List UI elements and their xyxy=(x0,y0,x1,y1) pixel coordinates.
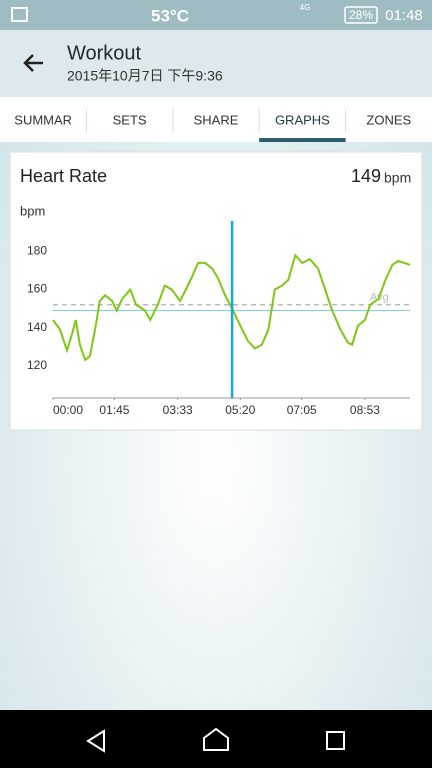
temperature: 53°C xyxy=(151,6,189,25)
tab[interactable]: SHARE xyxy=(194,112,239,127)
tab-indicator xyxy=(259,138,346,142)
status-bar xyxy=(0,0,432,30)
x-tick-label: 05:20 xyxy=(225,403,255,417)
tab-bar xyxy=(0,97,432,142)
nav-back[interactable] xyxy=(86,729,105,753)
card-title: Heart Rate xyxy=(20,166,107,186)
header-title: Workout xyxy=(67,42,142,64)
tab[interactable]: SETS xyxy=(113,112,147,127)
nav-recent[interactable] xyxy=(326,731,345,750)
card-unit: bpm xyxy=(384,170,411,186)
y-tick-label: 180 xyxy=(27,244,47,258)
tab[interactable]: SUMMAR xyxy=(14,112,72,127)
card-value: 149 xyxy=(351,166,381,186)
x-tick-label: 01:45 xyxy=(99,403,129,417)
y-tick-label: 160 xyxy=(27,282,47,296)
app-bar xyxy=(0,30,432,97)
y-tick-label: 120 xyxy=(27,358,47,372)
x-tick-label: 08:53 xyxy=(350,403,380,417)
card xyxy=(9,151,423,431)
nav-home[interactable] xyxy=(203,727,229,751)
battery-icon xyxy=(344,6,378,24)
image-icon xyxy=(11,7,28,22)
y-tick-label: 140 xyxy=(27,320,47,334)
battery: 28% xyxy=(349,8,373,22)
tab[interactable]: ZONES xyxy=(366,112,411,127)
x-tick-label: 03:33 xyxy=(163,403,193,417)
nav-bar xyxy=(0,710,432,768)
network: 4G xyxy=(300,3,311,12)
y-axis-label: bpm xyxy=(20,203,45,218)
x-tick-label: 00:00 xyxy=(53,403,83,417)
heart-rate-line xyxy=(52,253,411,362)
header-subtitle: 2015年10月7日 下午9:36 xyxy=(67,68,223,84)
x-tick-label: 07:05 xyxy=(287,403,317,417)
clock: 01:48 xyxy=(385,7,423,24)
back-button[interactable] xyxy=(23,54,43,72)
tab[interactable]: GRAPHS xyxy=(275,112,330,127)
